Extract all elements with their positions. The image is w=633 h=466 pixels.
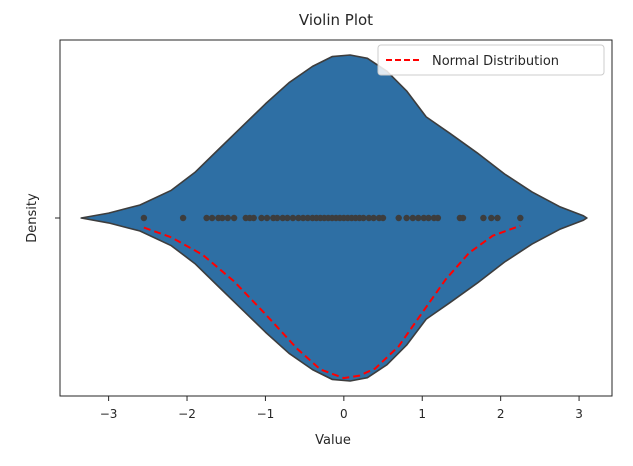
data-point xyxy=(459,214,467,222)
data-point xyxy=(224,214,231,222)
x-tick-label: 2 xyxy=(497,407,505,421)
data-point xyxy=(494,214,501,222)
data-point xyxy=(480,214,487,222)
normal-distribution-line xyxy=(143,224,521,380)
x-tick-label: 0 xyxy=(340,407,348,421)
data-point xyxy=(284,214,291,222)
data-point xyxy=(299,214,307,222)
data-point xyxy=(279,214,286,222)
data-point xyxy=(219,214,226,222)
data-point xyxy=(409,214,416,222)
x-tick-label: 1 xyxy=(418,407,426,421)
legend: Normal Distribution xyxy=(377,44,605,76)
x-axis-label: Value xyxy=(315,433,351,448)
legend-label: Normal Distribution xyxy=(432,54,559,69)
data-points xyxy=(140,214,524,222)
data-point xyxy=(488,214,495,222)
legend-box xyxy=(377,44,605,76)
x-tick-label: −2 xyxy=(178,407,196,421)
data-point xyxy=(203,214,210,222)
data-point xyxy=(289,214,297,222)
data-point xyxy=(295,214,302,222)
x-tick-label: 3 xyxy=(575,407,583,421)
data-point xyxy=(250,214,257,222)
y-axis-label: Density xyxy=(25,193,40,243)
data-point xyxy=(263,214,271,222)
x-axis-ticks: −3 −2 −1 0 1 2 3 xyxy=(100,396,583,421)
x-tick-label: −3 xyxy=(100,407,118,421)
data-point xyxy=(230,214,238,222)
x-tick-label: −1 xyxy=(257,407,275,421)
data-point xyxy=(274,214,281,222)
data-point xyxy=(179,214,187,222)
data-point xyxy=(403,214,410,222)
data-point xyxy=(360,214,367,222)
data-point xyxy=(208,214,216,222)
data-point xyxy=(365,214,373,222)
data-point xyxy=(140,214,148,222)
data-point xyxy=(379,214,387,222)
data-point xyxy=(258,214,265,222)
plot-area xyxy=(80,54,588,382)
chart-title: Violin Plot xyxy=(299,11,373,29)
data-point xyxy=(304,214,311,222)
data-point xyxy=(425,214,432,222)
data-point xyxy=(415,214,422,222)
data-point xyxy=(434,214,442,222)
data-point xyxy=(395,214,402,222)
data-point xyxy=(370,214,377,222)
data-point xyxy=(517,214,524,222)
data-point xyxy=(420,214,427,222)
